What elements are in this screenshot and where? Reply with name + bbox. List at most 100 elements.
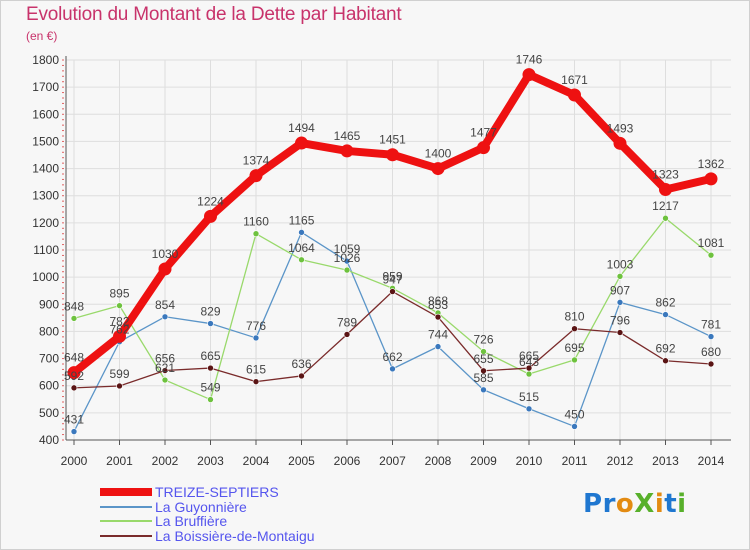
y-tick-label: 400 — [39, 433, 59, 447]
data-point-la-bruffi-re — [207, 396, 214, 403]
data-label-la-guyonni-re: 662 — [382, 350, 402, 364]
data-point-la-bruffi-re — [298, 256, 305, 264]
data-point-treize-septiers — [113, 329, 126, 343]
data-point-la-boissi-re-de-montaigu — [116, 382, 123, 390]
data-point-treize-septiers — [204, 209, 217, 223]
data-point-treize-septiers — [568, 88, 581, 102]
data-point-la-boissi-re-de-montaigu — [571, 325, 578, 333]
proxiti-logo: ProXiti — [583, 489, 687, 519]
y-tick-label: 1700 — [32, 80, 59, 94]
data-point-la-guyonni-re — [571, 423, 578, 430]
x-tick-label: 2004 — [243, 454, 270, 468]
y-tick-label: 500 — [39, 406, 59, 420]
data-point-la-guyonni-re — [434, 343, 442, 350]
y-tick-label: 1500 — [32, 134, 59, 148]
data-label-treize-septiers: 1224 — [197, 194, 224, 208]
data-point-treize-septiers — [158, 262, 172, 276]
data-point-la-boissi-re-de-montaigu — [70, 384, 78, 392]
data-point-la-boissi-re-de-montaigu — [707, 360, 715, 368]
legend-label: La Bruffière — [155, 513, 228, 530]
data-label-la-guyonni-re: 1059 — [334, 242, 361, 256]
logo-letter: X — [634, 489, 655, 519]
data-point-treize-septiers — [249, 169, 263, 183]
y-tick-label: 600 — [39, 379, 59, 393]
data-label-la-boissi-re-de-montaigu: 599 — [109, 367, 129, 381]
x-tick-label: 2014 — [698, 454, 725, 468]
data-label-la-guyonni-re: 776 — [246, 319, 266, 333]
data-point-la-guyonni-re — [616, 299, 624, 306]
data-label-la-bruffi-re: 549 — [200, 381, 220, 395]
data-label-treize-septiers: 1465 — [334, 129, 361, 143]
x-tick-label: 2012 — [607, 454, 634, 468]
data-label-la-boissi-re-de-montaigu: 615 — [246, 363, 266, 377]
data-label-la-guyonni-re: 431 — [64, 413, 84, 427]
x-tick-label: 2001 — [106, 454, 133, 468]
data-point-la-boissi-re-de-montaigu — [525, 364, 533, 372]
y-tick-label: 1100 — [33, 243, 59, 257]
data-point-la-boissi-re-de-montaigu — [207, 364, 214, 372]
legend-swatch — [100, 505, 152, 508]
legend-swatch — [100, 520, 152, 523]
x-tick-label: 2011 — [562, 454, 588, 468]
data-point-la-bruffi-re — [707, 251, 715, 259]
data-point-treize-septiers — [522, 68, 536, 82]
data-label-treize-septiers: 1746 — [516, 53, 543, 67]
y-tick-label: 1000 — [32, 270, 59, 284]
y-tick-label: 1400 — [32, 162, 59, 176]
y-tick-label: 1600 — [32, 107, 59, 121]
data-label-la-boissi-re-de-montaigu: 796 — [610, 314, 630, 328]
data-point-treize-septiers — [613, 136, 627, 150]
data-point-la-guyonni-re — [207, 320, 214, 327]
data-label-la-guyonni-re: 515 — [519, 390, 539, 404]
data-label-la-bruffi-re: 848 — [64, 299, 84, 313]
data-point-la-boissi-re-de-montaigu — [662, 357, 669, 365]
data-point-treize-septiers — [340, 144, 354, 158]
data-label-la-bruffi-re: 643 — [519, 355, 539, 369]
data-label-la-bruffi-re: 1217 — [652, 199, 679, 213]
data-label-treize-septiers: 1362 — [698, 157, 725, 171]
logo-letter: r — [602, 489, 616, 519]
x-tick-label: 2002 — [152, 454, 179, 468]
legend-item-treize-septiers: TREIZE-SEPTIERS — [100, 485, 315, 500]
legend-label: La Boissière-de-Montaigu — [155, 527, 315, 544]
data-label-treize-septiers: 648 — [64, 351, 84, 365]
data-point-la-guyonni-re — [70, 428, 78, 435]
logo-letter: i — [677, 489, 687, 519]
data-point-la-bruffi-re — [343, 266, 351, 274]
x-tick-label: 2000 — [61, 454, 88, 468]
x-tick-label: 2007 — [379, 454, 406, 468]
data-point-la-boissi-re-de-montaigu — [616, 329, 624, 336]
data-label-la-boissi-re-de-montaigu: 665 — [200, 349, 220, 363]
data-point-treize-septiers — [431, 162, 445, 176]
y-tick-label: 700 — [39, 352, 59, 366]
data-label-la-bruffi-re: 868 — [428, 294, 448, 308]
logo-letter: o — [615, 489, 635, 519]
data-point-la-boissi-re-de-montaigu — [161, 367, 169, 374]
data-point-la-guyonni-re — [662, 311, 669, 318]
data-point-la-bruffi-re — [571, 356, 578, 364]
data-label-la-boissi-re-de-montaigu: 789 — [337, 315, 357, 329]
y-tick-label: 1200 — [32, 216, 59, 230]
logo-letter: P — [583, 489, 603, 519]
x-tick-label: 2006 — [334, 454, 361, 468]
logo-letter: i — [654, 489, 665, 519]
x-tick-label: 2005 — [288, 454, 315, 468]
data-label-la-boissi-re-de-montaigu: 636 — [291, 357, 311, 371]
legend-item-la-bruffi-re: La Bruffière — [100, 514, 315, 529]
data-label-treize-septiers: 782 — [109, 314, 129, 328]
data-label-la-boissi-re-de-montaigu: 655 — [473, 352, 493, 366]
data-point-treize-septiers — [386, 148, 399, 162]
legend-item-la-guyonni-re: La Guyonnière — [100, 500, 315, 515]
data-label-la-bruffi-re: 726 — [473, 333, 493, 347]
y-tick-label: 1300 — [32, 189, 59, 203]
data-label-treize-septiers: 1030 — [152, 247, 179, 261]
y-tick-label: 800 — [39, 324, 59, 338]
data-point-la-guyonni-re — [389, 365, 396, 373]
logo-letter: t — [664, 489, 678, 519]
data-label-la-guyonni-re: 907 — [610, 283, 630, 297]
data-label-la-boissi-re-de-montaigu: 810 — [564, 310, 584, 324]
data-label-la-guyonni-re: 1165 — [289, 213, 315, 227]
x-tick-label: 2003 — [197, 454, 224, 468]
data-point-la-guyonni-re — [525, 405, 533, 413]
